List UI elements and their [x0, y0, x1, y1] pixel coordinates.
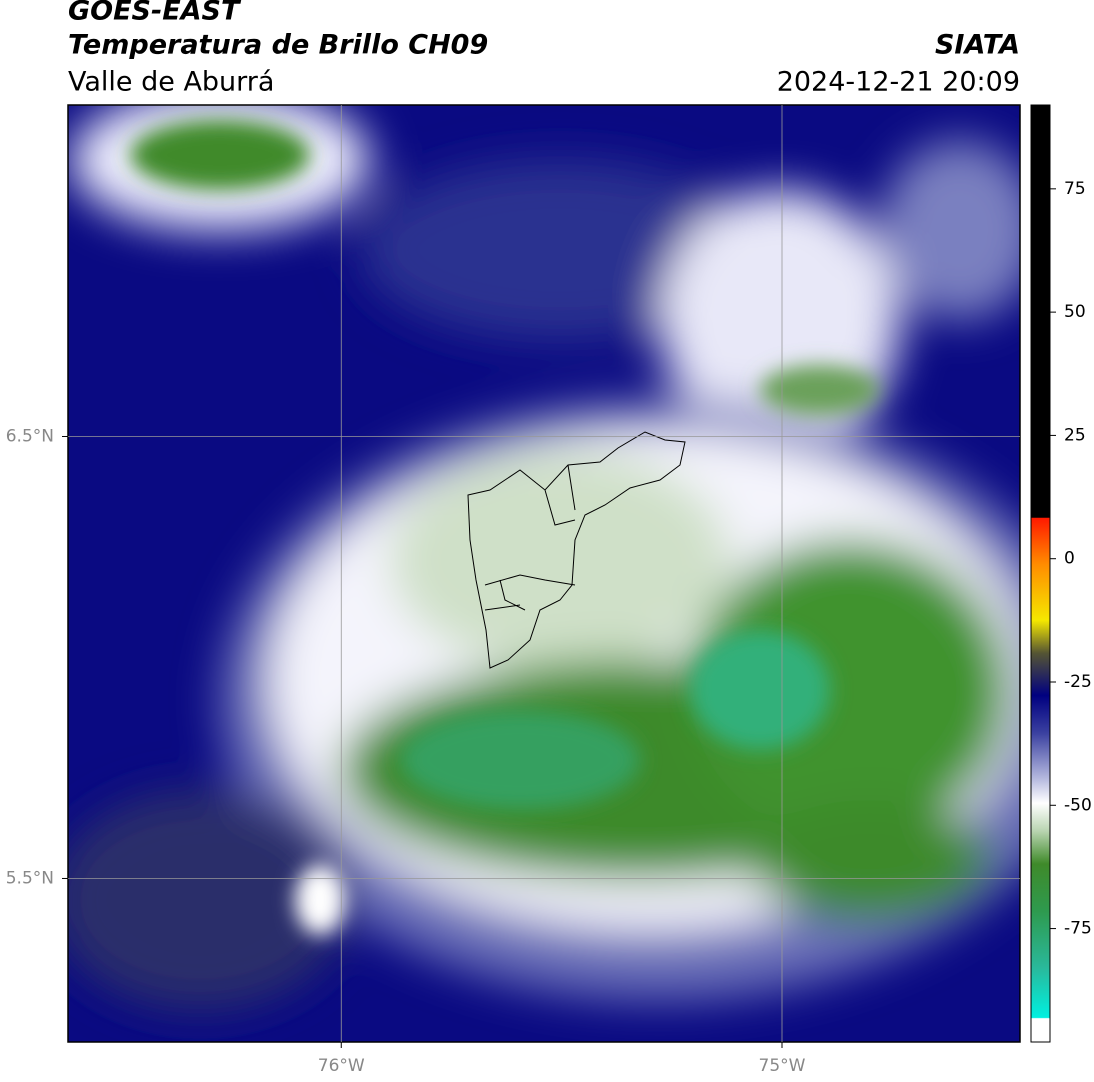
colorbar-tick-label: 50	[1064, 302, 1086, 322]
x-tick-label: 76°W	[318, 1056, 365, 1076]
y-tick-label: 5.5°N	[6, 868, 54, 888]
x-tick-label: 75°W	[759, 1056, 806, 1076]
colorbar-tick-label: 75	[1064, 179, 1086, 199]
colorbar-tick-label: -25	[1064, 672, 1092, 692]
subtitle: Temperatura de Brillo CH09	[68, 30, 488, 61]
colorbar-tick-label: 0	[1064, 549, 1075, 569]
title: GOES-EAST	[68, 0, 242, 27]
colorbar-tick-label: -75	[1064, 919, 1092, 939]
datetime: 2024-12-21 20:09	[777, 67, 1020, 98]
map-frame	[67, 104, 1021, 1043]
colorbar-tick-label: -50	[1064, 795, 1092, 815]
y-tick-label: 6.5°N	[6, 426, 54, 446]
region: Valle de Aburrá	[68, 67, 274, 98]
satellite-image	[68, 105, 1020, 1042]
colorbar	[1030, 104, 1051, 1043]
source: SIATA	[935, 30, 1020, 61]
colorbar-tick-label: 25	[1064, 425, 1086, 445]
valley-outline	[467, 431, 686, 669]
